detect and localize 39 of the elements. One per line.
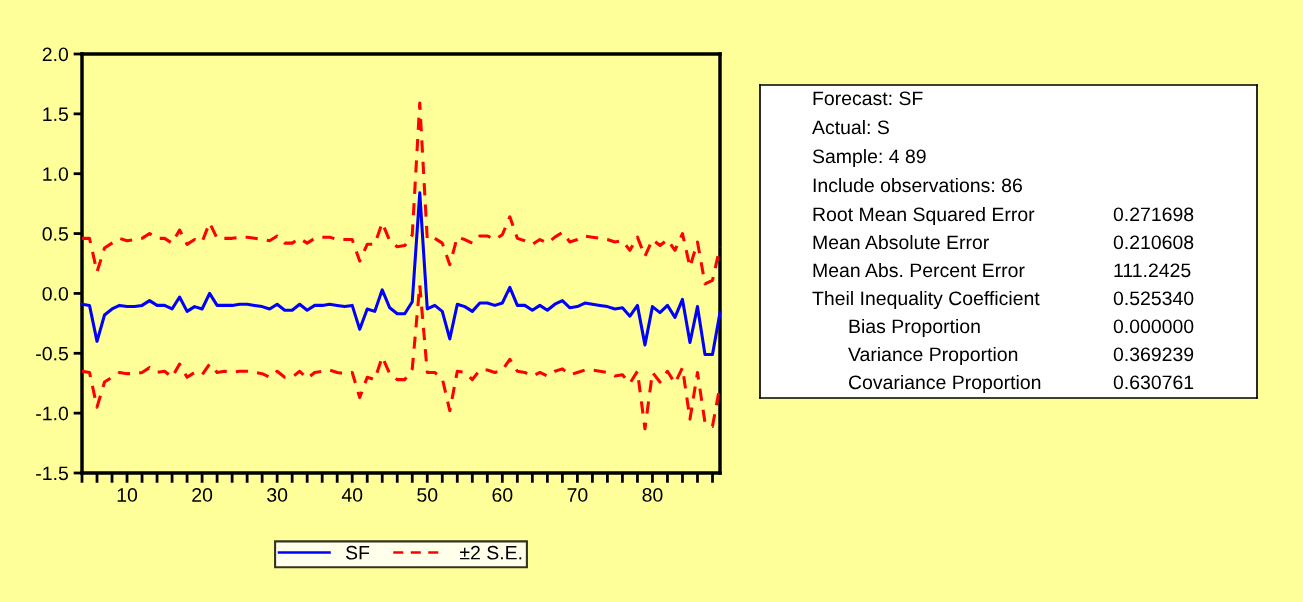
x-tick-label: 80 bbox=[642, 488, 663, 502]
text: Forecast: SF bbox=[813, 91, 923, 106]
text: Actual: S bbox=[812, 119, 889, 135]
text: 0.630761 bbox=[1113, 375, 1194, 390]
legend-label: ±2 S.E. bbox=[460, 545, 522, 560]
text: 0.525340 bbox=[1113, 291, 1194, 306]
text: Mean Abs. Percent Error bbox=[813, 262, 1025, 278]
x-tick-label: 50 bbox=[417, 488, 438, 502]
text: Sample: 4 89 bbox=[812, 148, 926, 168]
text: 0.000000 bbox=[1113, 319, 1194, 334]
text: 0.210608 bbox=[1113, 235, 1194, 250]
line-series bbox=[80, 101, 722, 286]
text: Theil Inequality Coefficient bbox=[812, 290, 1040, 310]
y-tick-label: -0.5 bbox=[36, 346, 68, 361]
text: Covariance Proportion bbox=[848, 374, 1041, 394]
text: Include observations: 86 bbox=[813, 177, 1022, 193]
y-tick-label: 1.5 bbox=[43, 107, 68, 122]
text: 0.369239 bbox=[1113, 347, 1194, 362]
text: Bias Proportion bbox=[849, 318, 980, 338]
x-tick-label: 30 bbox=[267, 488, 288, 502]
text: Mean Absolute Error bbox=[813, 234, 989, 250]
x-tick-label: 60 bbox=[492, 488, 513, 502]
x-tick-label: 10 bbox=[117, 488, 138, 502]
legend-label: SF bbox=[345, 545, 370, 560]
line-series bbox=[80, 191, 722, 357]
x-tick-label: 40 bbox=[341, 488, 363, 502]
y-tick-label: -1.0 bbox=[36, 406, 69, 421]
line-series bbox=[80, 283, 722, 431]
y-tick-label: -1.5 bbox=[36, 466, 68, 481]
text: 0.271698 bbox=[1113, 207, 1194, 222]
y-tick-label: 2.0 bbox=[42, 47, 69, 62]
text: Variance Proportion bbox=[848, 346, 1018, 366]
text: 111.2425 bbox=[1114, 263, 1191, 278]
text: Root Mean Squared Error bbox=[813, 206, 1035, 226]
x-tick-label: 20 bbox=[192, 488, 213, 502]
x-tick-label: 70 bbox=[567, 488, 588, 502]
y-tick-label: 0.0 bbox=[42, 286, 69, 301]
y-tick-label: 1.0 bbox=[43, 167, 69, 181]
y-tick-label: 0.5 bbox=[42, 227, 68, 241]
